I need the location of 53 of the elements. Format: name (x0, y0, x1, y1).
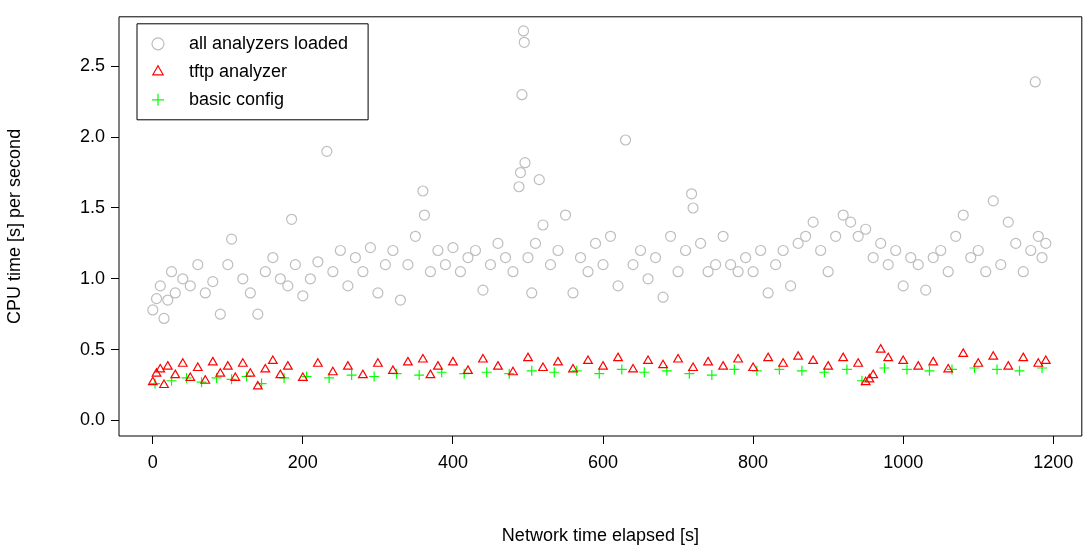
x-tick-label: 600 (588, 451, 619, 472)
point (661, 365, 673, 377)
point (901, 363, 913, 376)
point (210, 372, 223, 384)
point (368, 370, 380, 383)
point (301, 370, 313, 383)
point (683, 368, 695, 380)
y-tick-label: 1.5 (79, 196, 105, 217)
point (255, 378, 268, 390)
point (616, 363, 628, 376)
y-tick-label: 2.0 (79, 126, 105, 147)
y-tick-label: 0.0 (79, 409, 105, 430)
x-tick-label: 200 (287, 451, 318, 472)
point (149, 378, 161, 390)
point (841, 363, 853, 376)
point (638, 366, 650, 378)
point (225, 373, 238, 385)
legend-label: basic config (189, 88, 285, 109)
point (751, 365, 763, 377)
point (796, 365, 808, 377)
point (991, 363, 1003, 376)
point (548, 366, 560, 378)
point (968, 362, 981, 374)
x-tick-label: 800 (738, 451, 769, 472)
point (413, 369, 425, 381)
y-tick-label: 2.5 (79, 55, 105, 76)
y-axis-title: CPU time [s] per second (3, 128, 24, 324)
point (878, 362, 891, 374)
point (165, 375, 178, 387)
point (946, 363, 958, 376)
point (323, 372, 335, 384)
point (593, 368, 605, 380)
legend-label: tftp analyzer (189, 60, 288, 81)
point (278, 372, 290, 384)
point (346, 369, 358, 381)
point (180, 372, 193, 384)
point (481, 366, 493, 378)
point (728, 363, 740, 376)
point (1013, 365, 1026, 377)
point (571, 365, 583, 377)
x-axis-title: Network time elapsed [s] (501, 525, 699, 546)
point (195, 376, 208, 388)
point (503, 368, 515, 380)
point (923, 365, 936, 377)
legend-label: all analyzers loaded (189, 32, 349, 53)
x-tick-label: 1000 (883, 451, 924, 472)
y-tick-label: 1.0 (79, 267, 105, 288)
x-tick-label: 0 (147, 451, 158, 472)
x-tick-label: 400 (437, 451, 468, 472)
x-tick-label: 1200 (1033, 451, 1074, 472)
y-tick-label: 0.5 (79, 338, 105, 359)
point (526, 365, 538, 377)
point (706, 369, 718, 381)
